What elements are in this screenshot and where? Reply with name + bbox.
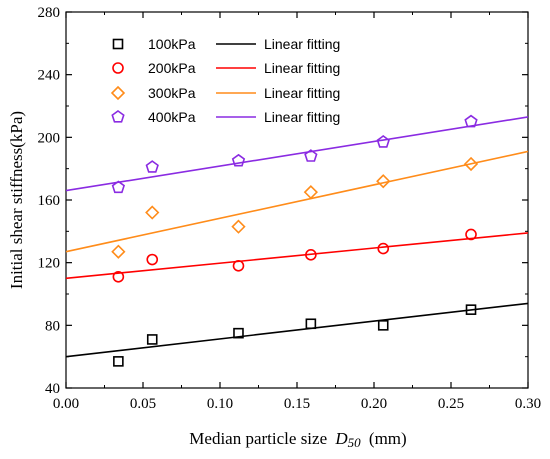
data-point-100kpa bbox=[113, 356, 124, 367]
fit-line-100kpa bbox=[65, 302, 529, 358]
data-point-200kpa bbox=[465, 228, 477, 241]
data-point-300kpa bbox=[145, 205, 160, 220]
data-point-300kpa bbox=[111, 244, 126, 259]
legend-fit-label-100kpa: Linear fitting bbox=[264, 36, 340, 52]
data-point-200kpa bbox=[377, 242, 390, 255]
data-markers bbox=[111, 114, 479, 367]
x-axis-title-unit: (mm) bbox=[369, 429, 407, 448]
fit-line-200kpa bbox=[65, 232, 529, 280]
data-point-100kpa bbox=[146, 334, 158, 345]
fit-lines bbox=[65, 116, 529, 358]
x-tick-label: 0.20 bbox=[361, 396, 387, 412]
x-tick-label: 0.30 bbox=[515, 396, 541, 412]
legend-label-200kpa: 200kPa bbox=[148, 60, 196, 76]
legend-label-100kpa: 100kPa bbox=[148, 36, 196, 52]
data-point-400kpa bbox=[464, 114, 478, 128]
x-axis-title-subscript: 50 bbox=[348, 435, 362, 450]
data-point-300kpa bbox=[463, 156, 479, 172]
legend-marker-400kpa bbox=[111, 110, 125, 123]
y-tick-label: 240 bbox=[38, 68, 61, 84]
fit-line-300kpa bbox=[65, 150, 529, 253]
legend-fit-label-200kpa: Linear fitting bbox=[264, 60, 340, 76]
data-point-100kpa bbox=[305, 318, 317, 330]
x-axis-title-text: Median particle size bbox=[189, 429, 327, 448]
data-point-400kpa bbox=[304, 149, 318, 162]
x-tick-label: 0.10 bbox=[207, 396, 233, 412]
y-tick-label: 160 bbox=[38, 193, 61, 209]
data-point-300kpa bbox=[231, 219, 246, 234]
data-point-100kpa bbox=[377, 320, 389, 331]
y-axis-title: Initial shear stiffness(kPa) bbox=[7, 111, 26, 289]
data-point-300kpa bbox=[303, 185, 318, 200]
y-tick-label: 120 bbox=[38, 256, 61, 272]
x-axis-title: Median particle size D50 (mm) bbox=[189, 429, 406, 451]
legend-marker-100kpa bbox=[112, 38, 124, 50]
legend-marker-200kpa bbox=[112, 62, 124, 74]
data-point-300kpa bbox=[376, 174, 391, 189]
legend-label-400kpa: 400kPa bbox=[148, 109, 196, 125]
legend-fit-label-300kpa: Linear fitting bbox=[264, 85, 340, 101]
x-tick-label: 0.25 bbox=[438, 396, 464, 412]
data-point-100kpa bbox=[465, 304, 477, 315]
data-point-200kpa bbox=[112, 270, 125, 283]
y-axis: 40 80 120 160 200 240 280 bbox=[38, 5, 528, 397]
fit-line-400kpa bbox=[65, 116, 529, 192]
data-point-400kpa bbox=[376, 135, 390, 148]
data-point-200kpa bbox=[232, 259, 245, 272]
legend-label-300kpa: 300kPa bbox=[148, 85, 196, 101]
data-point-200kpa bbox=[146, 253, 159, 266]
data-point-100kpa bbox=[233, 327, 244, 339]
data-point-400kpa bbox=[145, 160, 159, 173]
x-tick-label: 0.05 bbox=[130, 396, 156, 412]
data-point-200kpa bbox=[305, 249, 317, 261]
x-tick-label: 0.15 bbox=[284, 396, 310, 412]
x-axis: 0.00 0.05 0.10 0.15 0.20 0.25 0.30 bbox=[53, 12, 541, 412]
data-point-400kpa bbox=[231, 153, 246, 167]
x-axis-title-symbol: D bbox=[334, 429, 348, 448]
x-tick-label: 0.00 bbox=[53, 396, 79, 412]
data-point-400kpa bbox=[111, 180, 126, 194]
y-tick-label: 280 bbox=[38, 5, 61, 21]
legend-marker-300kpa bbox=[110, 85, 126, 101]
y-tick-label: 200 bbox=[38, 130, 61, 146]
legend: 100kPa Linear fitting 200kPa Linear fitting… bbox=[110, 36, 340, 125]
y-tick-label: 80 bbox=[45, 318, 60, 334]
legend-fit-label-400kpa: Linear fitting bbox=[264, 109, 340, 125]
y-tick-label: 40 bbox=[45, 381, 60, 397]
